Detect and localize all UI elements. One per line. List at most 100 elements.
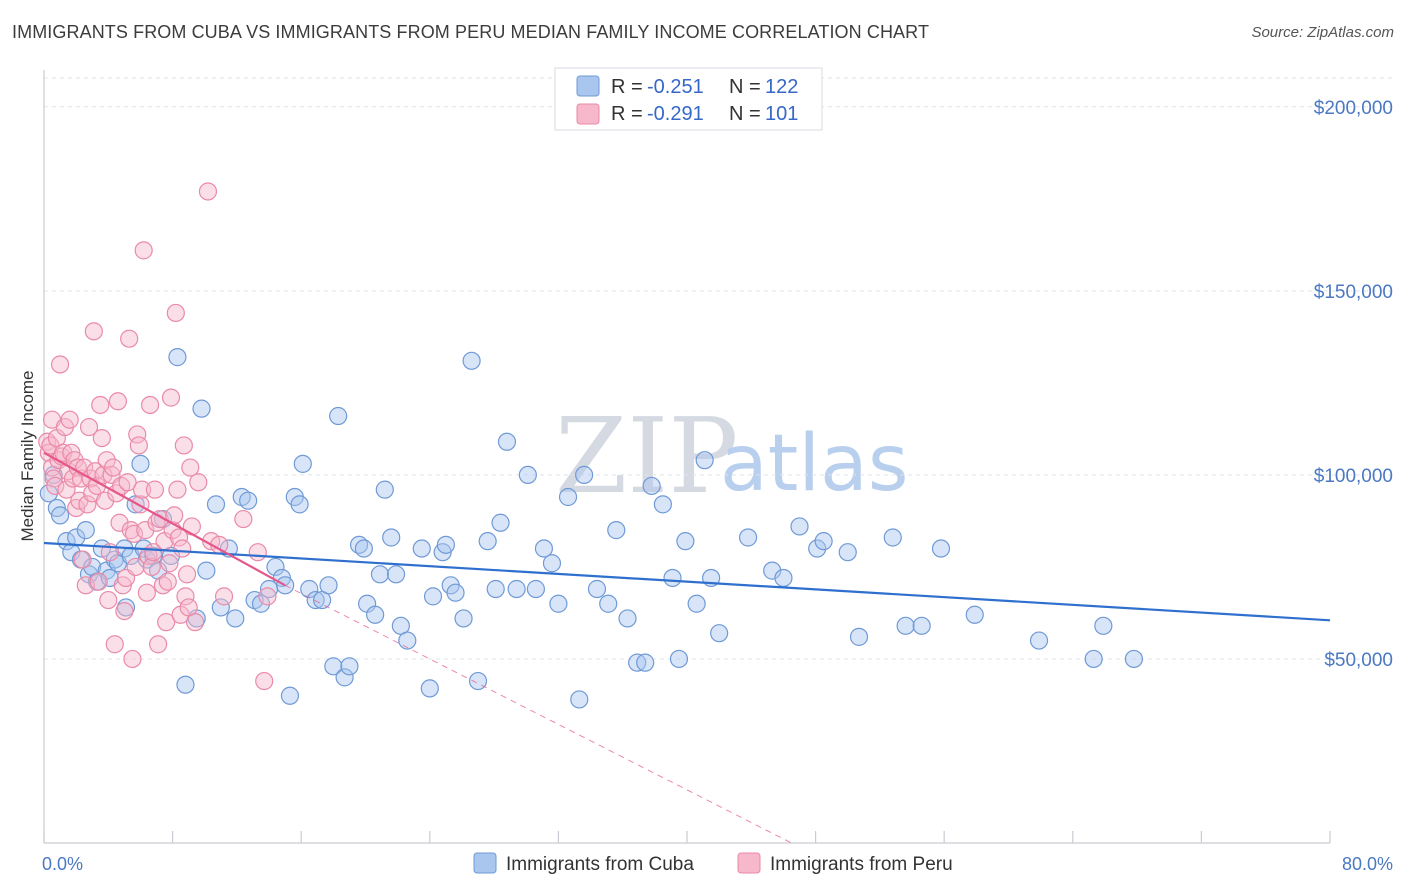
cuba-point [526,579,545,599]
peru-point [255,671,274,691]
trend-line-peru-extension [284,584,792,844]
cuba-point [319,576,338,595]
y-tick-label: $100,000 [1314,466,1393,487]
grid-lines [44,77,1395,660]
cuba-point [570,690,589,709]
cuba-point [710,624,729,643]
cuba-point [534,539,554,558]
cuba-point [808,539,827,558]
cuba-point [599,594,618,613]
bottom-legend-peru: Immigrants from Peru [770,854,953,875]
peru-point [258,587,277,606]
cuba-point [491,513,510,532]
cuba-point [386,565,406,584]
peru-point [95,491,115,510]
legend-cuba-r-value: -0.251 [647,76,704,98]
cuba-point [176,675,195,694]
cuba-point [398,631,417,650]
peru-point [142,557,161,577]
cuba-point [814,532,833,551]
peru-point [145,480,165,499]
peru-point [140,395,160,415]
cuba-point [669,649,689,669]
peru-point [126,557,145,577]
cuba-point [290,495,309,514]
cuba-point [251,594,271,613]
legend-cuba-n-value: 122 [765,76,798,98]
trend-line-cuba [43,541,1331,622]
bottom-legend-cuba: Immigrants from Cuba [506,854,694,875]
peru-point [136,521,155,540]
cuba-point [1124,649,1143,669]
peru-point [234,509,253,529]
cuba-point [239,491,258,510]
legend-swatch-peru [576,103,600,125]
peru-point [161,388,181,407]
cuba-point [790,517,809,536]
legend-box: R = -0.251 N = 122 R = -0.291 N = 101 [554,67,823,131]
cuba-point [575,465,594,485]
peru-point [182,517,201,536]
cuba-point [931,539,951,558]
peru-point [174,436,193,455]
y-axis-label: Median Family Income [18,370,37,541]
cuba-point [226,609,245,628]
chart-title: IMMIGRANTS FROM CUBA VS IMMIGRANTS FROM … [12,22,930,42]
x-tick-label-min: 0.0% [42,854,83,874]
cuba-point [324,657,343,676]
peru-point [123,649,142,669]
cuba-point [306,590,325,610]
cuba-point [883,528,902,547]
peru-point [44,469,63,488]
peru-point [181,458,200,477]
cuba-point [206,495,226,514]
legend-cuba-r-label: R = [611,76,643,98]
cuba-point [76,521,95,540]
y-tick-label: $200,000 [1314,98,1393,119]
peru-point [157,613,176,632]
cuba-point [1084,649,1103,669]
cuba-point [131,454,150,473]
cuba-point [446,583,465,602]
cuba-point [39,484,58,503]
cuba-point [549,594,568,613]
cuba-point [329,406,348,426]
peru-point [132,480,152,499]
peru-point [108,392,128,411]
source-label: Source: ZipAtlas.com [1251,24,1394,41]
cuba-point [436,535,455,554]
peru-point [50,355,70,374]
series-peru-points [38,182,277,691]
legend-swatch-cuba [576,75,600,97]
trend-lines [43,451,1331,844]
peru-point [60,410,79,429]
y-tick-labels: $50,000 $100,000 $150,000 $200,000 [1314,98,1393,671]
peru-point [104,458,123,477]
cuba-point [774,568,793,588]
cuba-point [896,616,915,635]
cuba-point [280,686,300,705]
bottom-legend: Immigrants from Cuba Immigrants from Per… [473,852,953,875]
watermark-atlas: atlas [720,419,909,509]
cuba-point [497,432,517,451]
cuba-point [168,348,187,367]
cuba-point [370,565,390,584]
peru-point [248,543,267,562]
cuba-point [423,587,443,606]
y-tick-label: $50,000 [1324,650,1393,671]
peru-point [91,395,110,415]
peru-point [124,524,144,543]
bottom-legend-swatch-peru [737,852,761,874]
cuba-point [653,495,672,514]
peru-point [186,613,205,632]
cuba-point [912,616,931,635]
peru-point [105,635,124,654]
cuba-point [478,532,497,551]
cuba-point [687,594,706,613]
peru-point [115,601,134,621]
peru-point [158,572,177,591]
peru-point [198,182,218,201]
legend-peru-n-label: N = [729,103,761,125]
peru-point [129,436,148,455]
cuba-point [507,579,526,599]
